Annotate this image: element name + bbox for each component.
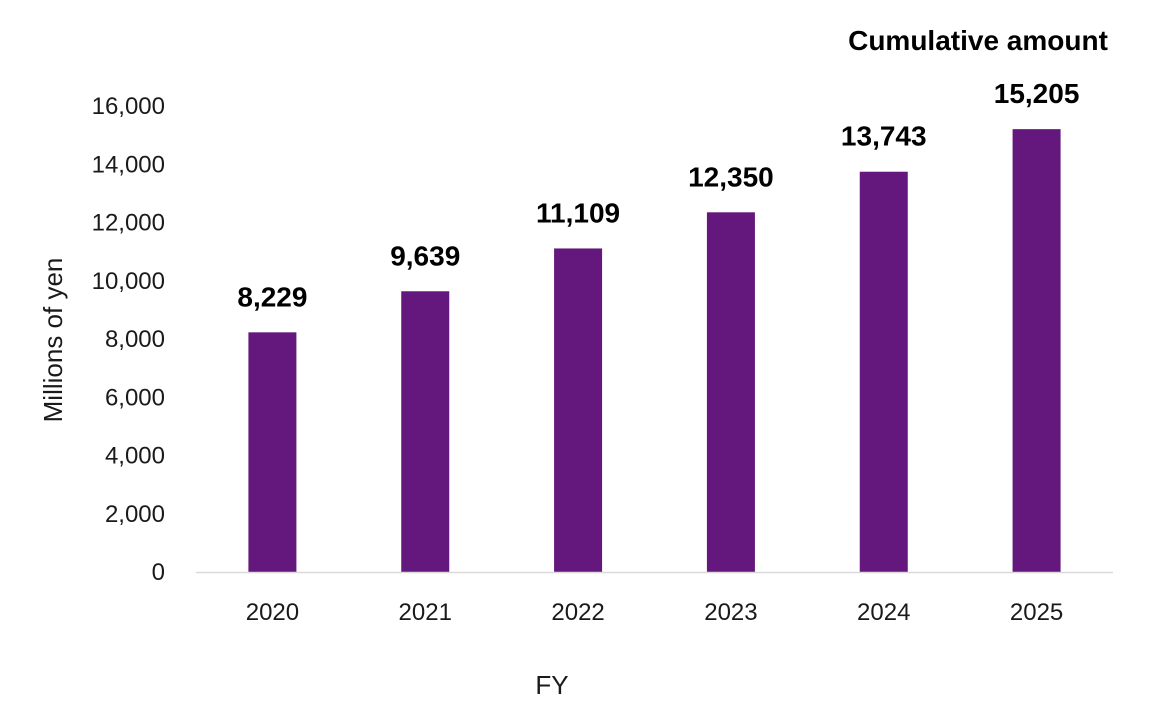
chart-annotation: Cumulative amount — [848, 25, 1108, 56]
y-axis-title: Millions of yen — [38, 258, 68, 423]
y-tick-label: 0 — [152, 559, 165, 586]
bar — [1012, 129, 1061, 573]
x-tick-label: 2024 — [857, 599, 910, 626]
x-axis-title: FY — [535, 670, 568, 700]
bar — [554, 248, 603, 572]
x-tick-label: 2021 — [399, 599, 452, 626]
data-label: 12,350 — [688, 161, 774, 192]
y-tick-label: 4,000 — [105, 443, 165, 470]
data-label: 11,109 — [536, 197, 620, 228]
x-axis-ticks: 2020 2021 2022 2023 2024 2025 — [246, 599, 1064, 626]
y-axis-ticks: 0 2,000 4,000 6,000 8,000 10,000 12,000 14,000 1… — [92, 93, 165, 586]
bar — [248, 332, 297, 572]
y-tick-label: 8,000 — [105, 326, 165, 353]
data-label: 15,205 — [994, 78, 1080, 109]
y-tick-label: 2,000 — [105, 501, 165, 528]
y-tick-label: 16,000 — [92, 93, 165, 120]
y-tick-label: 10,000 — [92, 268, 165, 295]
x-tick-label: 2025 — [1010, 599, 1063, 626]
y-tick-label: 12,000 — [92, 210, 165, 237]
y-tick-label: 14,000 — [92, 151, 165, 178]
data-label: 8,229 — [237, 281, 307, 312]
x-tick-label: 2020 — [246, 599, 299, 626]
x-tick-label: 2023 — [704, 599, 757, 626]
data-labels: 8,229 9,639 11,109 12,350 13,743 15,205 — [237, 78, 1079, 312]
x-tick-label: 2022 — [551, 599, 604, 626]
bar — [401, 291, 450, 572]
bar — [859, 171, 908, 573]
y-tick-label: 6,000 — [105, 384, 165, 411]
data-label: 9,639 — [390, 240, 460, 271]
bar — [706, 212, 755, 572]
data-label: 13,743 — [841, 121, 927, 152]
bars — [248, 129, 1061, 573]
